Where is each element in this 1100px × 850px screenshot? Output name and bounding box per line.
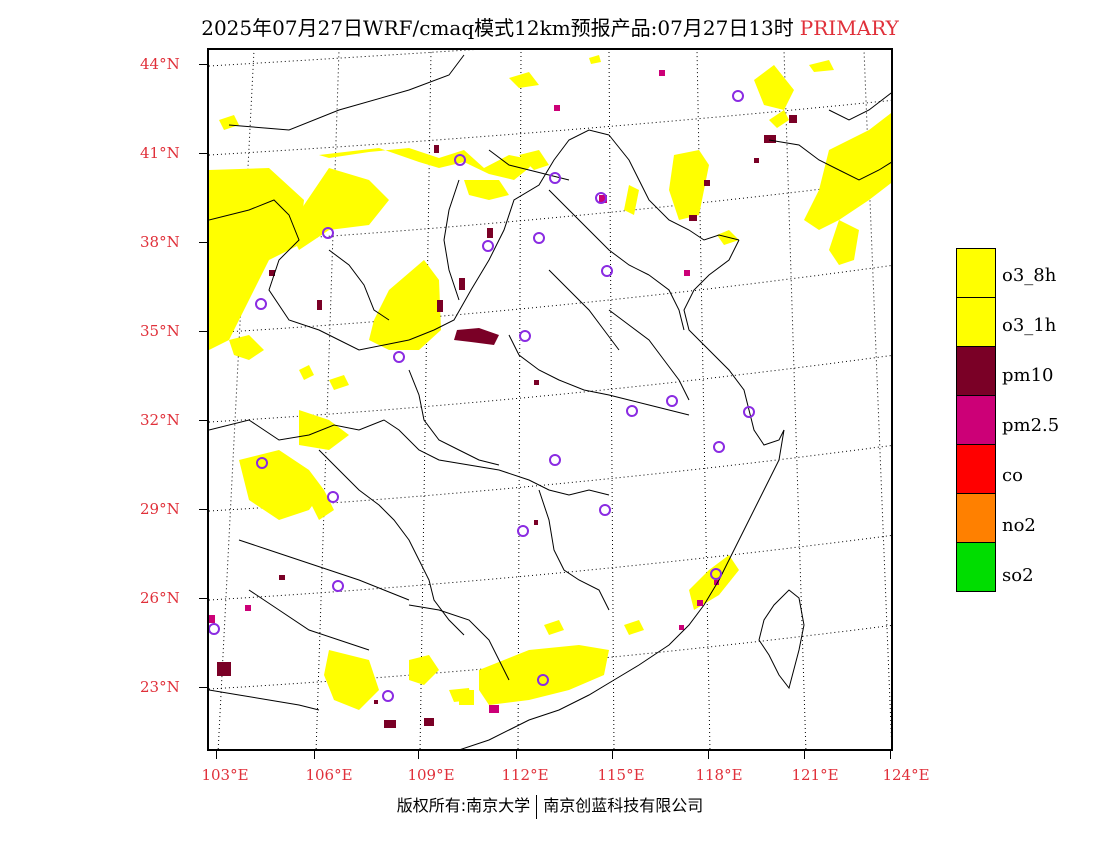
lon-label-124: 124°E <box>882 766 930 784</box>
legend-label-so2: so2 <box>1002 565 1034 586</box>
legend-swatch-o3-8h <box>956 248 996 297</box>
map-panel <box>207 48 893 751</box>
lon-tick <box>516 751 517 759</box>
o3-field <box>209 55 891 710</box>
lon-tick <box>418 751 419 759</box>
map-canvas <box>209 50 891 749</box>
lon-label-112: 112°E <box>501 766 549 784</box>
lat-tick <box>199 64 207 65</box>
lat-label-32: 32°N <box>140 411 180 429</box>
legend-swatches <box>956 248 996 592</box>
lon-tick <box>314 751 315 759</box>
lon-label-118: 118°E <box>695 766 743 784</box>
lat-tick <box>199 598 207 599</box>
lat-tick <box>199 331 207 332</box>
lon-label-106: 106°E <box>305 766 353 784</box>
legend-swatch-pm25 <box>956 395 996 444</box>
footer-right: 南京创蓝科技有限公司 <box>543 796 704 815</box>
lat-label-38: 38°N <box>140 233 180 251</box>
lat-tick <box>199 420 207 421</box>
lon-label-121: 121°E <box>791 766 839 784</box>
legend-swatch-pm10 <box>956 346 996 395</box>
lat-label-23: 23°N <box>140 678 180 696</box>
lat-tick <box>199 153 207 154</box>
legend-label-o3-1h: o3_1h <box>1002 315 1057 336</box>
lat-label-26: 26°N <box>140 589 180 607</box>
footer-left: 版权所有:南京大学 <box>396 796 531 815</box>
pm10-field <box>217 115 797 728</box>
lon-tick <box>890 751 891 759</box>
lat-label-44: 44°N <box>140 55 180 73</box>
lon-label-115: 115°E <box>597 766 645 784</box>
lat-tick <box>199 687 207 688</box>
lat-label-41: 41°N <box>140 144 180 162</box>
legend-label-pm25: pm2.5 <box>1002 415 1060 436</box>
legend-label-o3-8h: o3_8h <box>1002 265 1057 286</box>
title-tag: PRIMARY <box>799 16 899 40</box>
lat-label-35: 35°N <box>140 322 180 340</box>
lon-tick <box>708 751 709 759</box>
legend-swatch-so2 <box>956 542 996 592</box>
lat-tick <box>199 242 207 243</box>
lon-label-103: 103°E <box>201 766 249 784</box>
station-markers <box>209 90 755 702</box>
pm25-field <box>209 70 719 713</box>
legend-label-pm10: pm10 <box>1002 365 1054 386</box>
footer-credits: 版权所有:南京大学 南京创蓝科技有限公司 <box>0 792 1100 819</box>
footer-separator <box>536 794 538 819</box>
legend-swatch-co <box>956 444 996 493</box>
legend-swatch-o3-1h <box>956 297 996 346</box>
legend-swatch-no2 <box>956 493 996 542</box>
chart-title: 2025年07月27日WRF/cmaq模式12km预报产品:07月27日13时 P… <box>0 12 1100 41</box>
lon-tick <box>804 751 805 759</box>
graticule <box>209 50 891 749</box>
legend-label-co: co <box>1002 465 1023 486</box>
boundaries <box>209 54 891 749</box>
lat-label-29: 29°N <box>140 500 180 518</box>
lon-tick <box>612 751 613 759</box>
lat-tick <box>199 509 207 510</box>
legend-label-no2: no2 <box>1002 515 1036 536</box>
title-main: 2025年07月27日WRF/cmaq模式12km预报产品:07月27日13时 <box>201 16 794 40</box>
lon-label-109: 109°E <box>407 766 455 784</box>
legend-labels: o3_8h o3_1h pm10 pm2.5 co no2 so2 <box>1002 248 1059 598</box>
lon-tick <box>216 751 217 759</box>
